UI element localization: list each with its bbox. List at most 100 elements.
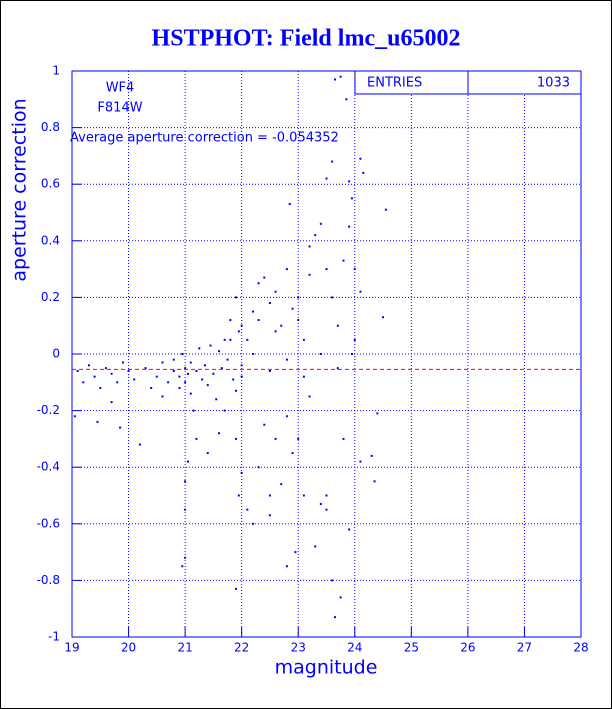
- x-tick-label: 24: [347, 641, 362, 655]
- y-tick-label: 0: [52, 347, 60, 361]
- point: [201, 378, 204, 381]
- point: [359, 460, 362, 463]
- point: [82, 381, 85, 384]
- point: [96, 420, 99, 423]
- point: [218, 350, 221, 353]
- point: [350, 353, 353, 355]
- y-tick-label: -0.8: [37, 573, 60, 587]
- point: [229, 338, 232, 341]
- point: [331, 160, 334, 163]
- point: [339, 596, 342, 599]
- point: [232, 378, 235, 381]
- point: [192, 409, 195, 412]
- point: [203, 364, 206, 367]
- point: [235, 437, 238, 440]
- point: [184, 381, 187, 384]
- point: [184, 508, 187, 511]
- point: [93, 375, 96, 378]
- point: [302, 375, 305, 378]
- point: [220, 367, 223, 370]
- point: [235, 389, 238, 392]
- point: [189, 361, 192, 364]
- point: [285, 358, 288, 361]
- point: [104, 367, 107, 370]
- point: [257, 319, 260, 322]
- point: [333, 78, 336, 81]
- point: [178, 386, 181, 389]
- point: [297, 437, 300, 440]
- point: [268, 514, 271, 517]
- point: [285, 268, 288, 271]
- point: [246, 338, 249, 341]
- point: [274, 437, 277, 440]
- point: [382, 316, 385, 319]
- point: [325, 177, 328, 180]
- point: [373, 480, 376, 483]
- point: [348, 528, 351, 531]
- point: [127, 369, 130, 372]
- point: [186, 460, 189, 463]
- point: [308, 273, 311, 276]
- point: [280, 483, 283, 486]
- point: [342, 259, 345, 262]
- point: [353, 338, 356, 341]
- point: [294, 551, 297, 554]
- point: [274, 330, 277, 333]
- point: [297, 296, 300, 299]
- point: [331, 579, 334, 582]
- point: [268, 369, 271, 372]
- annotation: F814W: [97, 101, 142, 116]
- point: [308, 395, 311, 398]
- point: [331, 296, 334, 299]
- point: [240, 471, 243, 474]
- point: [251, 353, 254, 355]
- point: [302, 494, 305, 497]
- point: [350, 197, 353, 200]
- point: [251, 522, 254, 525]
- point: [181, 565, 184, 568]
- point: [138, 443, 141, 446]
- point: [362, 171, 365, 174]
- point: [268, 302, 271, 305]
- plot-frame: [71, 70, 582, 638]
- y-tick-label: 0.8: [41, 120, 60, 134]
- point: [206, 384, 209, 387]
- x-tick-label: 25: [404, 641, 419, 655]
- point: [212, 372, 215, 375]
- point: [345, 98, 348, 101]
- point: [359, 157, 362, 160]
- x-tick-label: 22: [234, 641, 249, 655]
- point: [359, 290, 362, 293]
- point: [121, 361, 124, 364]
- point: [240, 375, 243, 378]
- point: [268, 494, 271, 497]
- point: [223, 338, 226, 341]
- point: [333, 616, 336, 619]
- y-tick-label: -0.6: [37, 516, 60, 530]
- x-tick-label: 20: [121, 641, 136, 655]
- point: [325, 508, 328, 511]
- point: [184, 480, 187, 483]
- point: [189, 392, 192, 395]
- point: [336, 367, 339, 370]
- point: [291, 452, 294, 455]
- point: [110, 372, 113, 375]
- point: [235, 296, 238, 299]
- point: [257, 282, 260, 285]
- point: [184, 556, 187, 559]
- point: [150, 386, 153, 389]
- point: [336, 324, 339, 327]
- point: [288, 203, 291, 206]
- point: [181, 353, 184, 355]
- point: [353, 268, 356, 271]
- point: [144, 367, 147, 370]
- point: [314, 234, 317, 237]
- point: [73, 415, 76, 418]
- point: [257, 466, 260, 469]
- point: [263, 276, 266, 279]
- point: [291, 307, 294, 310]
- point: [237, 494, 240, 497]
- point: [76, 369, 79, 372]
- point: [319, 222, 322, 225]
